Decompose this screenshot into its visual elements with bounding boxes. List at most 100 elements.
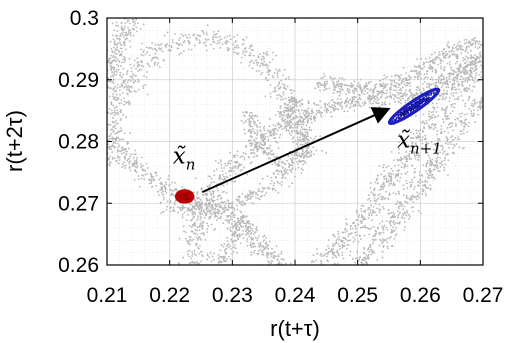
attractor-point: [249, 162, 252, 165]
attractor-point: [397, 190, 400, 193]
attractor-point: [416, 72, 419, 74]
attractor-point: [411, 142, 414, 145]
attractor-point: [267, 253, 270, 256]
attractor-point: [250, 161, 253, 164]
attractor-point: [223, 206, 226, 209]
attractor-point: [142, 51, 145, 54]
attractor-point: [317, 86, 320, 89]
attractor-point: [332, 106, 334, 109]
attractor-point: [473, 98, 476, 101]
attractor-point: [284, 109, 286, 112]
attractor-point: [387, 165, 390, 167]
attractor-point: [248, 189, 251, 192]
attractor-point: [166, 31, 169, 34]
attractor-point: [138, 68, 141, 71]
attractor-point: [448, 77, 451, 80]
attractor-point: [243, 114, 246, 117]
attractor-point: [383, 238, 386, 241]
attractor-point: [211, 255, 214, 258]
attractor-point: [453, 102, 456, 105]
attractor-point: [363, 216, 366, 219]
attractor-point: [192, 232, 195, 235]
attractor-point: [110, 48, 113, 50]
attractor-point: [438, 138, 441, 140]
attractor-point: [346, 223, 348, 226]
attractor-point: [465, 66, 468, 69]
attractor-point: [442, 60, 444, 62]
attractor-point: [338, 77, 341, 80]
attractor-point: [282, 258, 285, 261]
attractor-point: [238, 223, 241, 226]
attractor-point: [292, 126, 294, 129]
attractor-point: [396, 169, 399, 172]
attractor-point: [248, 121, 250, 123]
attractor-point: [382, 175, 385, 178]
attractor-point: [431, 78, 434, 81]
attractor-point: [280, 171, 283, 174]
attractor-point: [131, 164, 134, 167]
attractor-point: [233, 180, 236, 183]
attractor-point: [121, 84, 124, 87]
attractor-point: [331, 251, 334, 254]
attractor-point: [210, 260, 213, 263]
attractor-point: [290, 89, 293, 92]
attractor-point: [427, 124, 430, 127]
attractor-point: [432, 148, 435, 151]
attractor-point: [343, 241, 346, 244]
attractor-point: [283, 162, 286, 165]
attractor-point: [477, 42, 480, 45]
attractor-point: [329, 266, 331, 268]
attractor-point: [239, 169, 242, 172]
attractor-point: [240, 211, 243, 214]
attractor-point: [113, 114, 116, 117]
attractor-point: [242, 111, 245, 114]
attractor-point: [230, 230, 232, 233]
attractor-point: [381, 256, 384, 259]
attractor-point: [304, 162, 307, 165]
attractor-point: [227, 206, 230, 209]
attractor-point: [291, 271, 293, 273]
attractor-point: [415, 196, 417, 198]
attractor-point: [282, 271, 284, 273]
attractor-point: [270, 153, 273, 156]
attractor-point: [435, 102, 438, 105]
attractor-point: [99, 141, 101, 143]
attractor-point: [230, 238, 233, 240]
attractor-point: [369, 102, 372, 105]
attractor-point: [382, 226, 385, 229]
attractor-point: [337, 253, 340, 256]
attractor-point: [112, 93, 115, 95]
attractor-point: [314, 120, 316, 122]
attractor-point: [472, 109, 475, 111]
attractor-point: [120, 127, 122, 129]
attractor-point: [105, 154, 107, 156]
major-grid: [107, 18, 483, 265]
attractor-point: [134, 20, 136, 23]
attractor-point: [257, 197, 260, 200]
attractor-point: [449, 136, 452, 139]
attractor-point: [227, 215, 230, 217]
attractor-point: [191, 223, 194, 226]
attractor-point: [141, 42, 143, 45]
attractor-point: [119, 41, 121, 44]
attractor-point: [234, 165, 237, 167]
attractor-point: [418, 192, 421, 195]
attractor-point: [233, 246, 235, 249]
attractor-point: [473, 113, 475, 116]
attractor-point: [256, 193, 259, 196]
attractor-point: [226, 46, 229, 49]
attractor-point: [216, 198, 219, 201]
attractor-point: [323, 75, 326, 78]
attractor-point: [461, 71, 463, 74]
attractor-point: [240, 163, 243, 166]
attractor-point: [134, 170, 137, 173]
attractor-point: [238, 233, 241, 236]
attractor-point: [288, 273, 290, 275]
attractor-point: [347, 239, 350, 242]
attractor-point: [210, 181, 213, 184]
attractor-point: [127, 18, 129, 21]
attractor-point: [254, 144, 256, 146]
attractor-point: [363, 248, 366, 250]
attractor-point: [341, 251, 344, 254]
attractor-point: [219, 47, 222, 49]
